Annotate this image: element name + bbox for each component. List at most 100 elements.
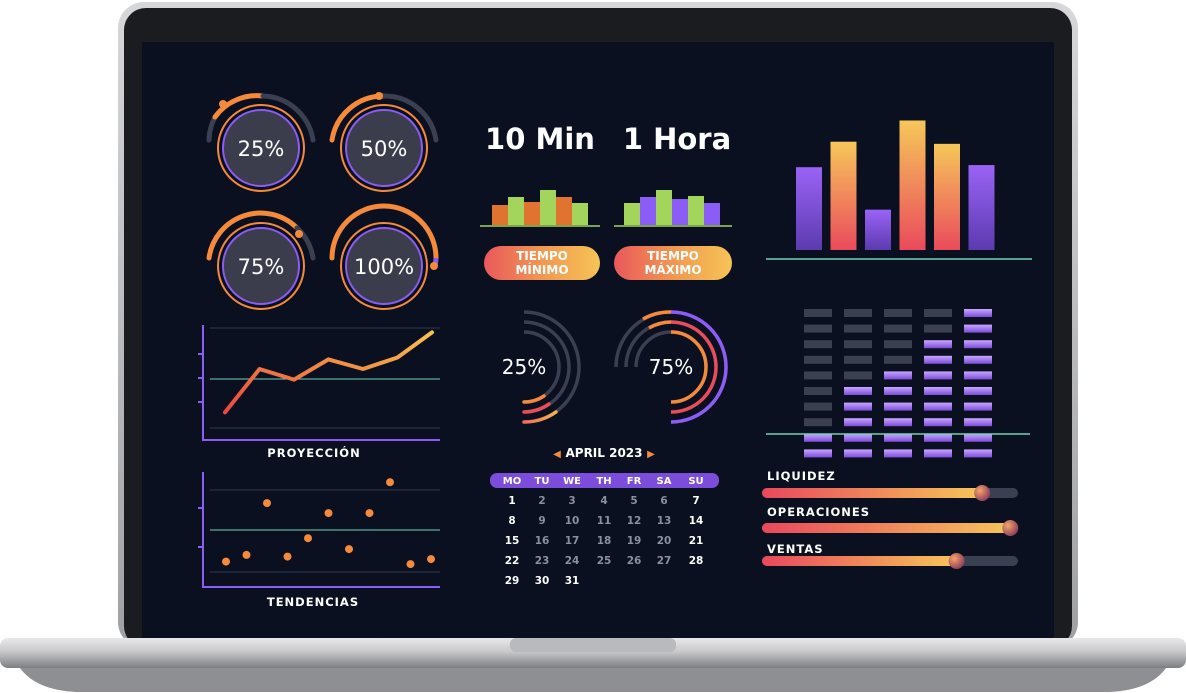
equalizer-cell [964, 309, 992, 317]
calendar-day[interactable]: 25 [597, 555, 612, 567]
equalizer-cell [804, 340, 832, 349]
calendar-weekday-bar [490, 473, 719, 488]
scatter-chart: TENDENCIAS [198, 472, 440, 609]
sliders: LIQUIDEZ OPERACIONES VENTAS [762, 469, 1019, 569]
equalizer-cell [884, 387, 912, 395]
calendar-day[interactable]: 30 [535, 575, 550, 587]
calendar-day[interactable]: 2 [538, 495, 545, 507]
calendar: ◀ APRIL 2023 ▶ MO TU WE TH FR SA SU 1 2 3 4 5 6 78 9 1… [490, 446, 719, 587]
equalizer-cell [804, 449, 832, 458]
equalizer-cell [844, 371, 872, 380]
calendar-day[interactable]: 19 [627, 535, 642, 547]
calendar-day[interactable]: 3 [568, 495, 575, 507]
equalizer-cell [924, 355, 952, 364]
calendar-day[interactable]: 29 [505, 575, 520, 587]
bar-chart-bar [934, 143, 960, 250]
timer-hour-bars [614, 190, 732, 227]
bar-chart-bar [830, 141, 857, 250]
equalizer-cell [844, 340, 872, 349]
calendar-day[interactable]: 28 [689, 555, 704, 567]
slider-operaciones-label: OPERACIONES [767, 505, 870, 519]
equalizer-cell [844, 402, 872, 411]
bar-chart-bar [968, 165, 995, 250]
calendar-day[interactable]: 16 [535, 535, 550, 547]
calendar-day[interactable]: 17 [565, 535, 580, 547]
calendar-day[interactable]: 23 [535, 555, 550, 567]
calendar-day[interactable]: 1 [508, 495, 515, 507]
equalizer-cell [924, 340, 952, 349]
equalizer-cell [924, 402, 952, 411]
calendar-day[interactable]: 18 [597, 535, 612, 547]
equalizer-cell [964, 402, 992, 411]
timer-hour-title: 1 Hora [623, 122, 731, 156]
calendar-weekday: FR [627, 476, 642, 487]
calendar-day[interactable]: 20 [657, 535, 672, 547]
timer-hour: 1 Hora TIEMPO MÁXIMO [614, 122, 732, 280]
equalizer-cell [924, 324, 952, 333]
scatter-chart-label: TENDENCIAS [267, 595, 359, 609]
equalizer-cell [804, 355, 832, 364]
equalizer-cell [924, 387, 952, 395]
max-time-button[interactable] [614, 246, 732, 280]
slider-operaciones-handle[interactable] [1002, 520, 1019, 536]
max-time-button-line2: MÁXIMO [644, 262, 701, 277]
calendar-prev-icon[interactable]: ◀ [553, 449, 561, 460]
calendar-day[interactable]: 26 [627, 555, 642, 567]
calendar-day[interactable]: 7 [692, 495, 699, 507]
equalizer-cell [964, 371, 992, 380]
equalizer-cell [884, 449, 912, 458]
calendar-next-icon[interactable]: ▶ [647, 449, 655, 460]
calendar-day[interactable]: 9 [538, 515, 545, 527]
equalizer-cell [844, 449, 872, 458]
equalizer-cell [964, 418, 992, 427]
min-time-button[interactable] [484, 246, 600, 280]
calendar-day[interactable]: 4 [600, 495, 607, 507]
timer-min: 10 Min TIEMPO MÍNIMO [480, 122, 600, 280]
slider-ventas-fill [762, 556, 957, 566]
calendar-day[interactable]: 5 [630, 495, 637, 507]
equalizer-cell [804, 309, 832, 317]
equalizer-cell [964, 433, 992, 442]
ring-75-label: 75% [649, 355, 693, 379]
calendar-day[interactable]: 31 [565, 575, 580, 587]
gauge-1: 25% [206, 93, 316, 192]
equalizer-cell [964, 355, 992, 364]
max-time-button-line1: TIEMPO [647, 249, 699, 263]
ring-25-label: 25% [502, 355, 546, 379]
calendar-day[interactable]: 10 [565, 515, 580, 527]
calendar-day[interactable]: 8 [508, 515, 515, 527]
equalizer-cell [844, 418, 872, 427]
calendar-day[interactable]: 21 [689, 535, 704, 547]
calendar-weekday: MO [503, 476, 521, 487]
slider-ventas-handle[interactable] [948, 553, 965, 569]
gauge-3: 75% [206, 210, 316, 310]
slider-operaciones-fill [762, 523, 1011, 533]
calendar-day[interactable]: 14 [689, 515, 704, 527]
equalizer-cell [884, 433, 912, 442]
scatter-points [222, 478, 435, 569]
calendar-day[interactable]: 15 [505, 535, 520, 547]
calendar-day[interactable]: 22 [505, 555, 520, 567]
equalizer-cell [844, 309, 872, 317]
ring-25: 25% [502, 310, 581, 424]
bar-chart-bar [796, 167, 822, 250]
slider-liquidez-handle[interactable] [974, 485, 991, 501]
equalizer-cell [924, 371, 952, 380]
gauge-4: 100% [329, 203, 439, 310]
calendar-day[interactable]: 27 [657, 555, 672, 567]
calendar-day[interactable]: 12 [627, 515, 642, 527]
calendar-weekday: SU [688, 476, 703, 487]
calendar-day[interactable]: 6 [660, 495, 667, 507]
slider-ventas-label: VENTAS [767, 542, 824, 556]
calendar-day[interactable]: 13 [657, 515, 672, 527]
scatter-point [222, 557, 230, 566]
equalizer-cell [924, 449, 952, 458]
bar-chart-bar [899, 120, 926, 250]
equalizer-cell [844, 355, 872, 364]
calendar-weekday: TH [596, 476, 611, 487]
min-time-button-line2: MÍNIMO [515, 262, 568, 277]
calendar-day[interactable]: 24 [565, 555, 580, 567]
scatter-point [283, 552, 292, 561]
calendar-day[interactable]: 11 [597, 515, 612, 527]
